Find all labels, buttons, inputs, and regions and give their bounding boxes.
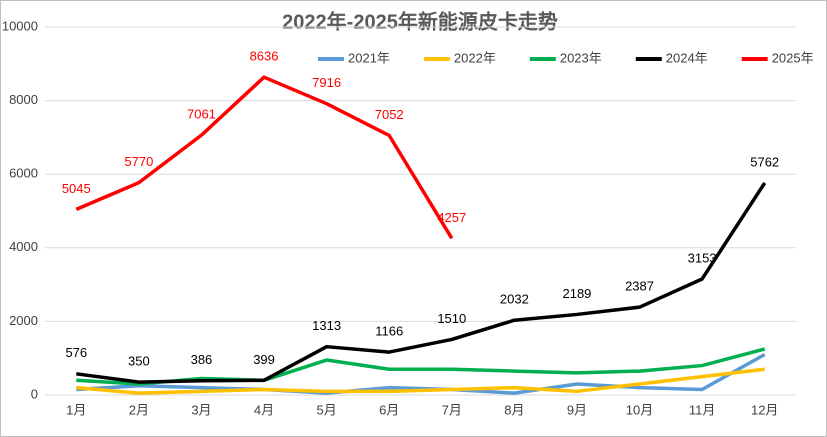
x-tick-label: 4月 bbox=[254, 402, 274, 417]
legend-label: 2021年 bbox=[348, 50, 390, 65]
data-label: 2032 bbox=[500, 292, 529, 307]
legend-label: 2023年 bbox=[560, 50, 602, 65]
data-label: 8636 bbox=[250, 49, 279, 64]
data-label: 386 bbox=[191, 352, 213, 367]
x-tick-label: 12月 bbox=[751, 402, 778, 417]
y-tick-label: 4000 bbox=[9, 239, 38, 254]
chart-title: 2022年-2025年新能源皮卡走势 bbox=[282, 9, 558, 33]
x-tick-label: 10月 bbox=[626, 402, 653, 417]
x-tick-label: 9月 bbox=[567, 402, 587, 417]
x-tick-label: 8月 bbox=[504, 402, 524, 417]
data-label: 5762 bbox=[750, 154, 779, 169]
data-label: 350 bbox=[128, 354, 150, 369]
series-line bbox=[76, 367, 765, 395]
series-line bbox=[76, 352, 766, 395]
y-tick-label: 10000 bbox=[2, 18, 38, 33]
data-label: 5045 bbox=[62, 181, 91, 196]
legend-label: 2024年 bbox=[666, 50, 708, 65]
series-line bbox=[76, 182, 767, 384]
x-tick-label: 11月 bbox=[689, 402, 716, 417]
data-label: 2387 bbox=[625, 279, 654, 294]
data-label: 576 bbox=[65, 345, 87, 360]
data-label: 1510 bbox=[437, 311, 466, 326]
y-tick-label: 8000 bbox=[9, 92, 38, 107]
x-tick-label: 5月 bbox=[317, 402, 337, 417]
data-label: 3153 bbox=[688, 250, 717, 265]
x-tick-label: 6月 bbox=[379, 402, 399, 417]
data-label: 1313 bbox=[312, 318, 341, 333]
legend-label: 2025年 bbox=[772, 50, 814, 65]
data-label: 7061 bbox=[187, 107, 216, 122]
x-tick-label: 3月 bbox=[191, 402, 211, 417]
data-label: 4257 bbox=[437, 210, 466, 225]
data-label: 1166 bbox=[375, 324, 403, 339]
data-label: 2189 bbox=[562, 286, 591, 301]
y-tick-label: 6000 bbox=[9, 166, 38, 181]
x-tick-label: 7月 bbox=[442, 402, 462, 417]
data-label: 399 bbox=[253, 352, 275, 367]
data-label: 5770 bbox=[124, 154, 153, 169]
data-label: 7916 bbox=[312, 75, 341, 90]
data-label: 7052 bbox=[375, 107, 404, 122]
legend-label: 2022年 bbox=[454, 50, 496, 65]
y-tick-label: 0 bbox=[31, 386, 38, 401]
x-tick-label: 1月 bbox=[66, 402, 86, 417]
y-tick-label: 2000 bbox=[9, 313, 38, 328]
x-tick-label: 2月 bbox=[129, 402, 149, 417]
series-line bbox=[75, 75, 454, 240]
